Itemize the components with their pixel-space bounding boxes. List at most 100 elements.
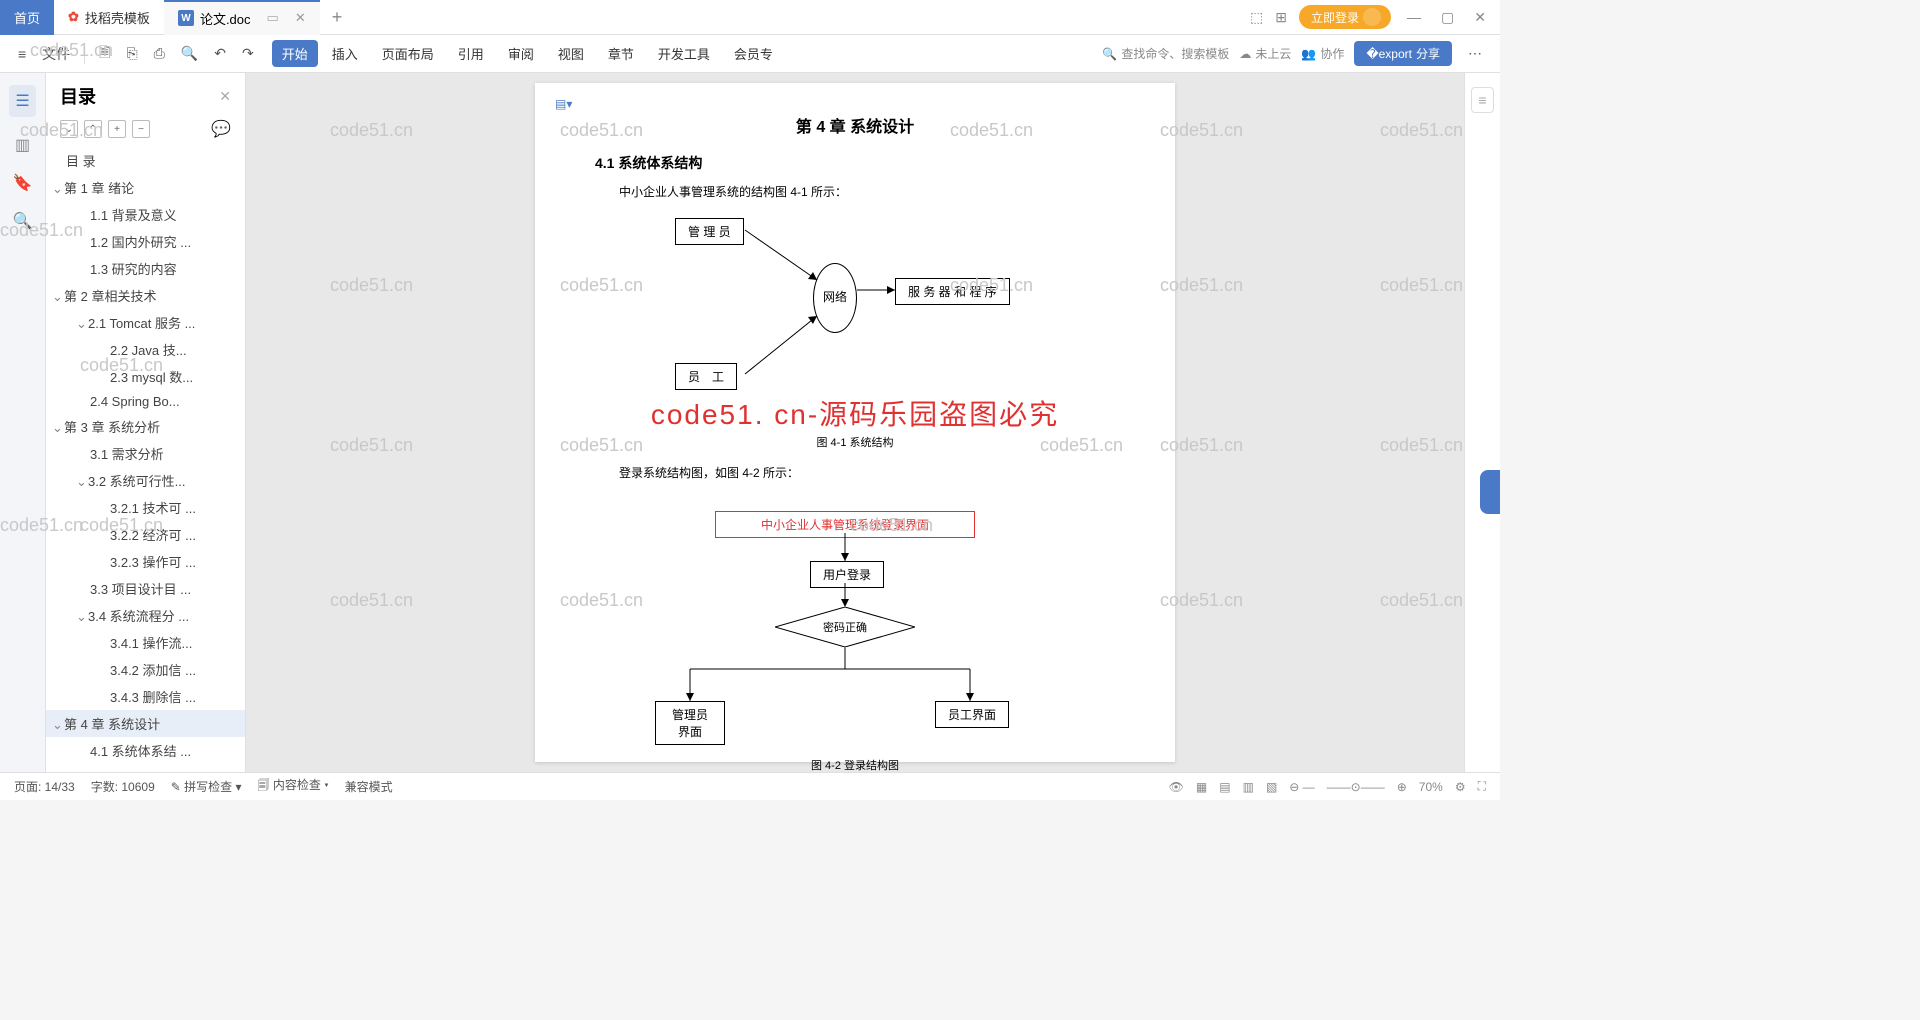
zoom-out-button[interactable]: ⊖ — [1289,780,1314,794]
tab-detach-icon[interactable]: ▭ [267,10,279,26]
menu-引用[interactable]: 引用 [448,40,494,67]
toc-item[interactable]: 3.2.2 经济可 ... [46,521,245,548]
toc-item[interactable]: 2.4 Spring Bo... [46,390,245,413]
remove-button[interactable]: − [132,120,150,138]
menu-审阅[interactable]: 审阅 [498,40,544,67]
toc-item[interactable]: 2.3 mysql 数... [46,363,245,390]
menu-开发工具[interactable]: 开发工具 [648,40,720,67]
spellcheck-button[interactable]: ✎ 拼写检查 ▾ [171,778,242,795]
tab-document[interactable]: W论文.doc▭✕ [164,0,320,35]
toc-item[interactable]: 1.1 背景及意义 [46,201,245,228]
outline-close-icon[interactable]: ✕ [219,88,231,105]
more-icon[interactable]: ⋯ [1462,41,1488,66]
toc-item[interactable]: 3.3 项目设计目 ... [46,575,245,602]
toc-item[interactable]: ⌄第 2 章相关技术 [46,282,245,309]
toc-item[interactable]: 4.1 系统体系结 ... [46,737,245,764]
find-icon[interactable]: 🔍 [13,211,33,231]
toc-item[interactable]: ⌄第 4 章 系统设计 [46,710,245,737]
layout1-icon[interactable]: ▦ [1196,780,1207,794]
expand-all-button[interactable]: ⌃ [84,120,102,138]
zoom-slider[interactable]: ——⊙—— [1327,780,1385,794]
toc-item[interactable]: 2.2 Java 技... [46,336,245,363]
layout4-icon[interactable]: ▧ [1266,780,1277,794]
close-button[interactable]: ✕ [1470,9,1490,26]
toc-item[interactable]: ⌄3.2 系统可行性... [46,467,245,494]
menu-章节[interactable]: 章节 [598,40,644,67]
toc-item[interactable]: 3.4.1 操作流... [46,629,245,656]
toc-item[interactable]: 3.4.3 删除信 ... [46,683,245,710]
toolbar: ≡ 文件 🗎 ⎘ ⎙ 🔍 ↶ ↷ 开始插入页面布局引用审阅视图章节开发工具会员专… [0,35,1500,73]
collab-button[interactable]: 👥协作 [1301,45,1344,62]
view-icon[interactable]: 👁 [1169,780,1184,794]
login-button[interactable]: 立即登录 [1299,5,1391,29]
search-icon: 🔍 [1102,47,1117,61]
toc-item[interactable]: 1.2 国内外研究 ... [46,228,245,255]
share-button[interactable]: �export分享 [1354,41,1452,66]
menu-插入[interactable]: 插入 [322,40,368,67]
minimize-button[interactable]: — [1403,9,1425,25]
menu-icon[interactable]: ≡ [12,42,32,66]
toc-item[interactable]: ⌄第 1 章 绪论 [46,174,245,201]
toc-item[interactable]: 3.1 需求分析 [46,440,245,467]
tab-home[interactable]: 首页 [0,0,54,35]
tab-template-label: 找稻壳模板 [85,8,150,27]
settings-icon[interactable]: ⚙ [1455,780,1466,794]
toc-item[interactable]: ⌄第 3 章 系统分析 [46,413,245,440]
layout2-icon[interactable]: ▤ [1219,780,1230,794]
menu-会员专[interactable]: 会员专 [724,40,783,67]
search-placeholder: 查找命令、搜索模板 [1121,45,1229,62]
chat-icon[interactable]: 💬 [211,119,231,139]
panel-toggle-icon[interactable]: ≡ [1471,87,1494,113]
cloud-icon: ☁ [1239,47,1251,61]
word-count[interactable]: 字数: 10609 [91,778,155,795]
toc-item[interactable]: 3.2.1 技术可 ... [46,494,245,521]
file-menu[interactable]: 文件 [36,40,76,68]
toc-item[interactable]: 3.4.2 添加信 ... [46,656,245,683]
page-count[interactable]: 页面: 14/33 [14,778,75,795]
toc-item[interactable]: 目 录 [46,147,245,174]
redo-icon[interactable]: ↷ [236,41,260,66]
node-user-login: 用户登录 [810,561,884,588]
save-icon[interactable]: 🗎 [93,38,116,70]
zoom-value[interactable]: 70% [1419,780,1443,794]
fullscreen-icon[interactable]: ⛶ [1478,779,1486,794]
page-icon[interactable]: ▥ [15,135,30,155]
login-label: 立即登录 [1311,9,1359,26]
content-check-button[interactable]: 🗐 内容检查 ▾ [258,776,329,797]
cloud-status[interactable]: ☁ 未上云 [1239,45,1291,62]
search-box[interactable]: 🔍 查找命令、搜索模板 [1102,45,1229,62]
compat-mode[interactable]: 兼容模式 [345,778,393,795]
menu-页面布局[interactable]: 页面布局 [372,40,444,67]
menu-开始[interactable]: 开始 [272,40,318,67]
new-tab-button[interactable]: + [320,7,355,28]
tab-close-icon[interactable]: ✕ [295,10,306,26]
print-icon[interactable]: ⎙ [148,41,171,66]
layout-icon[interactable]: ⬚ [1250,9,1263,26]
document-canvas[interactable]: ▤▾ 第 4 章 系统设计 4.1 系统体系结构 中小企业人事管理系统的结构图 … [246,73,1464,772]
status-bar: 页面: 14/33 字数: 10609 ✎ 拼写检查 ▾ 🗐 内容检查 ▾ 兼容… [0,772,1500,800]
preview-icon[interactable]: 🔍 [175,41,204,66]
cloud-label: 未上云 [1255,45,1291,62]
toc-item[interactable]: 1.3 研究的内容 [46,255,245,282]
apps-icon[interactable]: ⊞ [1275,9,1287,26]
node-network: 网络 [813,263,857,333]
maximize-button[interactable]: ▢ [1437,9,1458,26]
layout3-icon[interactable]: ▥ [1243,780,1254,794]
export-icon[interactable]: ⎘ [120,41,143,66]
toc-item[interactable]: ⌄3.4 系统流程分 ... [46,602,245,629]
outline-icon[interactable]: ☰ [9,85,35,117]
undo-icon[interactable]: ↶ [208,41,232,66]
add-button[interactable]: + [108,120,126,138]
section-heading: 4.1 系统体系结构 [595,153,1115,173]
side-drawer-tab[interactable] [1480,470,1500,514]
collapse-all-button[interactable]: ⌄ [60,120,78,138]
intro-text: 中小企业人事管理系统的结构图 4-1 所示： [595,183,1115,200]
tab-template[interactable]: ✿找稻壳模板 [54,0,164,35]
menu-视图[interactable]: 视图 [548,40,594,67]
bookmark-icon[interactable]: 🔖 [13,173,33,193]
zoom-in-button[interactable]: ⊕ [1397,780,1407,794]
toc-item[interactable]: 3.2.3 操作可 ... [46,548,245,575]
outline-panel: 目录✕ ⌄ ⌃ + − 💬 目 录⌄第 1 章 绪论1.1 背景及意义1.2 国… [46,73,246,772]
watermark-main: code51. cn-源码乐园盗图必究 [651,393,1059,433]
toc-item[interactable]: ⌄2.1 Tomcat 服务 ... [46,309,245,336]
